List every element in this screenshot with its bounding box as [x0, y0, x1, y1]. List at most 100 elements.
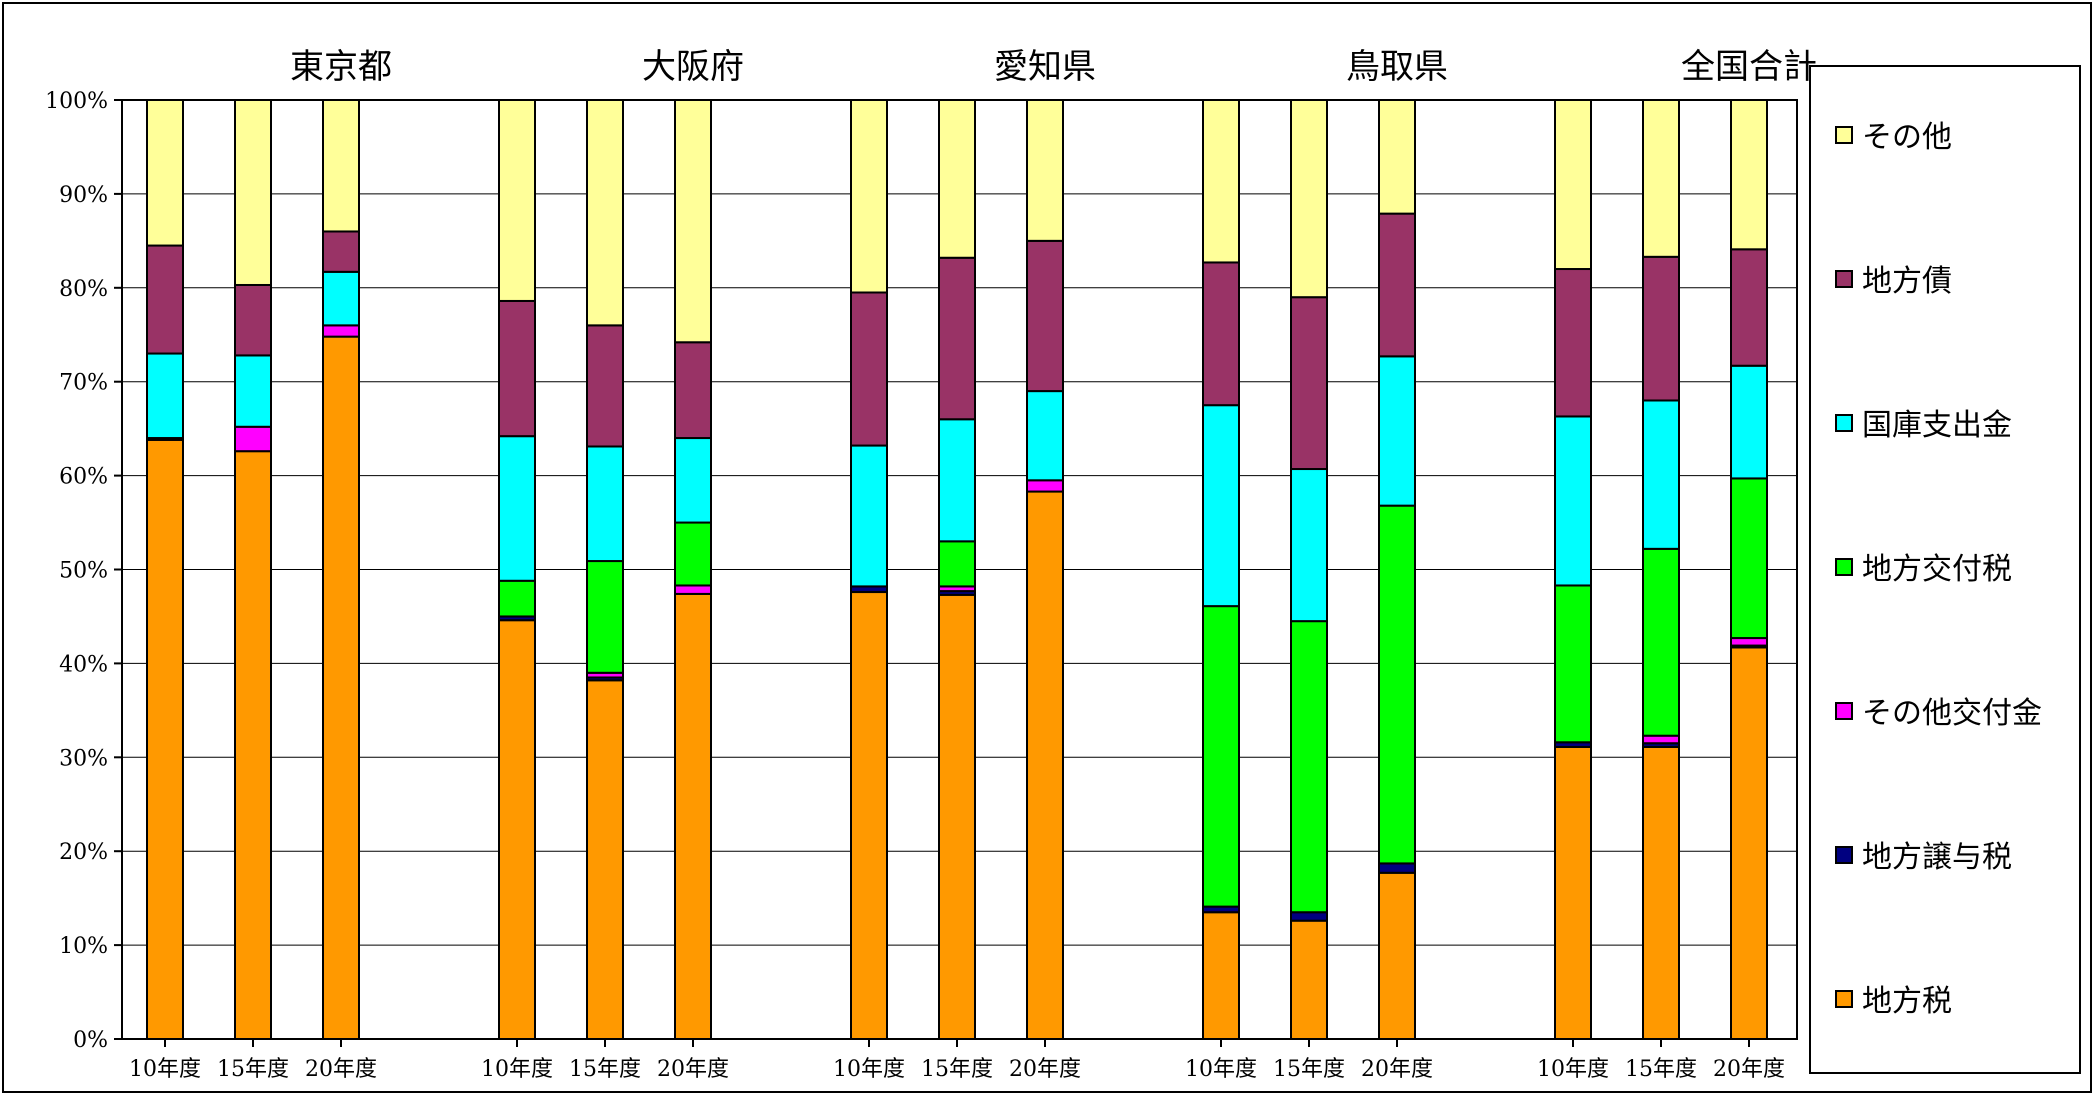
bar-segment: [674, 584, 712, 595]
bar-segment: [1290, 911, 1328, 922]
x-tick-label: 10年度: [1185, 1057, 1257, 1082]
bar-segment: [1554, 99, 1592, 271]
x-tick-label: 20年度: [657, 1057, 729, 1082]
x-tick-label: 20年度: [1009, 1057, 1081, 1082]
y-tick-label: 30%: [59, 746, 108, 771]
bar-segment: [1202, 99, 1240, 264]
legend-swatch: [1835, 558, 1853, 576]
x-tick-label: 20年度: [1713, 1057, 1785, 1082]
bar-segment: [1730, 637, 1768, 647]
bar-segment: [1554, 584, 1592, 744]
bar-segment: [1202, 404, 1240, 608]
y-tick-label: 40%: [59, 652, 108, 677]
bar-segment: [938, 418, 976, 543]
bar-segment: [1290, 99, 1328, 299]
x-tick-label: 10年度: [833, 1057, 905, 1082]
legend-label: その他: [1862, 120, 1952, 155]
bar-segment: [146, 244, 184, 355]
x-tick-label: 10年度: [481, 1057, 553, 1082]
legend-label: 地方債: [1862, 264, 1952, 299]
bar-segment: [234, 354, 272, 428]
y-tick-label: 90%: [59, 183, 108, 208]
bar-segment: [1730, 477, 1768, 640]
legend-label: 地方交付税: [1862, 552, 2012, 587]
y-tick-label: 20%: [59, 840, 108, 865]
bar-segment: [586, 99, 624, 327]
x-tick-label: 20年度: [1361, 1057, 1433, 1082]
bar-segment: [674, 437, 712, 524]
x-tick-label: 15年度: [569, 1057, 641, 1082]
legend-label: 地方譲与税: [1862, 840, 2012, 875]
group-title: 大阪府: [642, 47, 744, 87]
bar-segment: [1730, 364, 1768, 480]
axes: 0% 10% 20% 30% 40% 50% 60% 70% 80% 90% 100% 東京都 10年度…: [45, 47, 1817, 1082]
bar-segment: [1290, 296, 1328, 471]
bar-segment: [322, 99, 360, 233]
bar-segment: [586, 324, 624, 448]
bar-segment: [146, 352, 184, 440]
y-tick-label: 60%: [59, 465, 108, 490]
x-tick-label: 15年度: [921, 1057, 993, 1082]
bar-segment: [1026, 390, 1064, 482]
group-title: 鳥取県: [1346, 47, 1448, 87]
bar-segment: [1378, 504, 1416, 865]
bar-segment: [1026, 99, 1064, 242]
group-title: 全国合計: [1681, 47, 1817, 87]
bar-segment: [586, 445, 624, 563]
bars: [146, 99, 1768, 1041]
x-tick-label: 10年度: [1537, 1057, 1609, 1082]
bar-segment: [1026, 479, 1064, 493]
y-tick-label: 0%: [73, 1028, 108, 1053]
bar-segment: [498, 99, 536, 302]
bar-segment: [938, 540, 976, 588]
bar-segment: [234, 425, 272, 453]
bar-segment: [1378, 862, 1416, 874]
legend-label: 地方税: [1862, 984, 1952, 1019]
bar-segment: [234, 450, 272, 1041]
bar-segment: [322, 324, 360, 338]
bar-segment: [1730, 99, 1768, 251]
bar-segment: [1730, 646, 1768, 1040]
y-tick-label: 80%: [59, 277, 108, 302]
bar-segment: [938, 256, 976, 421]
bar-segment: [1554, 268, 1592, 418]
bar-segment: [1290, 468, 1328, 623]
bar-segment: [938, 593, 976, 1041]
bar-segment: [498, 299, 536, 438]
legend-box: [1809, 65, 2081, 1074]
y-tick-label: 10%: [59, 934, 108, 959]
x-tick-label: 15年度: [1625, 1057, 1697, 1082]
bar-segment: [234, 99, 272, 286]
bar-segment: [1378, 212, 1416, 358]
bar-segment: [1378, 99, 1416, 215]
x-tick-label: 20年度: [305, 1057, 377, 1082]
bar-segment: [850, 591, 888, 1040]
bar-segment: [1554, 745, 1592, 1040]
legend-swatch: [1835, 414, 1853, 432]
legend-swatch: [1835, 702, 1853, 720]
bar-segment: [1642, 734, 1680, 745]
x-tick-label: 15年度: [1273, 1057, 1345, 1082]
bar-segment: [674, 341, 712, 440]
bar-segment: [586, 560, 624, 674]
group-title: 東京都: [290, 47, 392, 87]
legend-label: その他交付金: [1862, 696, 2042, 731]
bar-segment: [1378, 355, 1416, 507]
bar-segment: [1378, 871, 1416, 1040]
legend-swatch: [1835, 990, 1853, 1008]
legend-swatch: [1835, 126, 1853, 144]
bar-segment: [322, 270, 360, 327]
y-tick-label: 100%: [45, 89, 108, 114]
bar-segment: [850, 444, 888, 588]
bar-segment: [1290, 620, 1328, 914]
bar-segment: [1642, 745, 1680, 1040]
bar-segment: [1554, 415, 1592, 587]
bar-segment: [322, 335, 360, 1040]
bar-segment: [1026, 490, 1064, 1040]
bar-segment: [322, 230, 360, 273]
bar-segment: [498, 619, 536, 1040]
y-tick-label: 70%: [59, 371, 108, 396]
